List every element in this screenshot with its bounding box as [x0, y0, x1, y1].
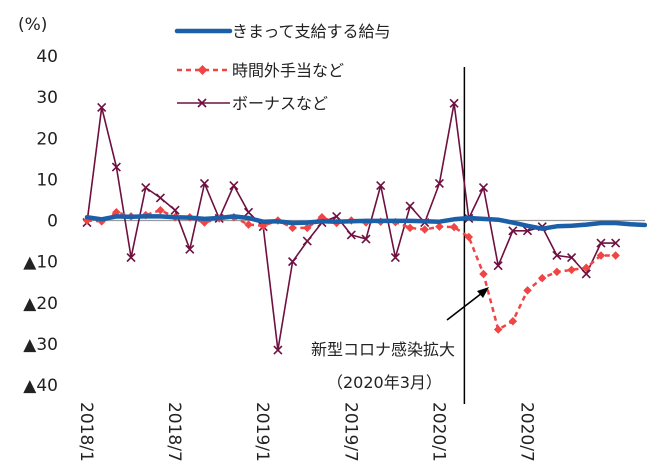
y-tick-label: 30 — [36, 88, 58, 108]
data-point — [567, 252, 577, 263]
x-tick-label: 2019/7 — [340, 402, 360, 462]
legend: きまって支給する給与 時間外手当など ボーナスなど — [174, 22, 391, 113]
x-tick-label: 2018/1 — [76, 402, 96, 462]
series-regular-pay — [84, 214, 647, 231]
data-point — [273, 345, 283, 355]
data-point — [493, 261, 503, 271]
data-point — [508, 226, 518, 236]
data-point — [156, 205, 165, 215]
data-point — [405, 201, 415, 211]
data-point — [478, 183, 489, 193]
y-axis-ticks: 40 30 20 10 0 ▲10 ▲20 ▲30 ▲40 — [23, 47, 58, 396]
x-tick-label: 2019/1 — [252, 402, 272, 462]
data-point — [302, 236, 312, 246]
series-group — [82, 98, 647, 355]
data-point — [97, 102, 107, 112]
data-point — [449, 98, 459, 108]
data-point — [596, 238, 606, 248]
data-point — [303, 223, 312, 233]
annotation-line1: 新型コロナ感染拡大 — [311, 340, 455, 359]
data-point — [229, 180, 239, 191]
data-point — [523, 286, 532, 295]
data-point — [420, 225, 429, 234]
data-point — [464, 232, 474, 242]
series-line — [84, 214, 647, 231]
y-tick-label: ▲30 — [23, 335, 58, 355]
data-point — [493, 325, 503, 334]
x-axis-ticks: 2018/1 2018/7 2019/1 2019/7 2020/1 2020/7 — [76, 402, 537, 462]
data-point — [199, 178, 210, 189]
data-point — [332, 211, 342, 221]
data-point — [479, 269, 488, 279]
annotation-arrow — [446, 287, 489, 321]
data-point — [552, 250, 562, 261]
data-point — [141, 183, 151, 193]
data-point — [405, 223, 415, 233]
data-point — [244, 220, 253, 229]
data-point — [390, 252, 400, 263]
data-point — [185, 244, 195, 254]
data-point — [126, 252, 136, 263]
data-point — [567, 265, 576, 275]
legend-item-regular-pay: きまって支給する給与 — [174, 22, 391, 41]
data-point — [111, 162, 121, 172]
data-point — [611, 251, 620, 260]
y-tick-label: ▲20 — [23, 294, 58, 314]
legend-label-overtime: 時間外手当など — [232, 61, 344, 80]
data-point — [243, 207, 254, 217]
legend-label-bonus: ボーナスなど — [232, 94, 328, 113]
data-point — [581, 269, 591, 279]
series-overtime — [82, 205, 620, 334]
data-point — [170, 205, 180, 215]
data-point — [288, 223, 297, 233]
legend-label-regular-pay: きまって支給する給与 — [232, 22, 391, 41]
data-point — [155, 193, 165, 203]
data-point — [435, 222, 444, 231]
y-tick-label: 20 — [36, 129, 58, 149]
annotation-line2: （2020年3月） — [327, 373, 442, 392]
legend-item-overtime: 時間外手当など — [177, 61, 344, 80]
data-point — [537, 273, 547, 283]
y-tick-label: 40 — [36, 47, 58, 67]
data-point — [346, 230, 356, 240]
data-point — [376, 180, 386, 191]
legend-item-bonus: ボーナスなど — [177, 94, 328, 113]
data-point — [288, 257, 298, 267]
series-bonus — [82, 98, 621, 355]
data-point — [361, 234, 371, 244]
data-point — [611, 238, 621, 248]
data-point — [582, 263, 591, 273]
y-unit-label: (%) — [18, 15, 47, 35]
y-tick-label: ▲40 — [23, 376, 58, 396]
data-point — [449, 222, 459, 232]
x-tick-label: 2020/7 — [517, 402, 537, 462]
y-tick-label: 0 — [47, 212, 58, 232]
data-point — [552, 267, 562, 277]
x-tick-label: 2020/1 — [428, 402, 448, 462]
y-tick-label: ▲10 — [23, 253, 58, 273]
data-point — [434, 178, 444, 189]
y-tick-label: 10 — [36, 170, 58, 190]
x-tick-label: 2018/7 — [164, 402, 184, 462]
data-point — [508, 317, 518, 326]
